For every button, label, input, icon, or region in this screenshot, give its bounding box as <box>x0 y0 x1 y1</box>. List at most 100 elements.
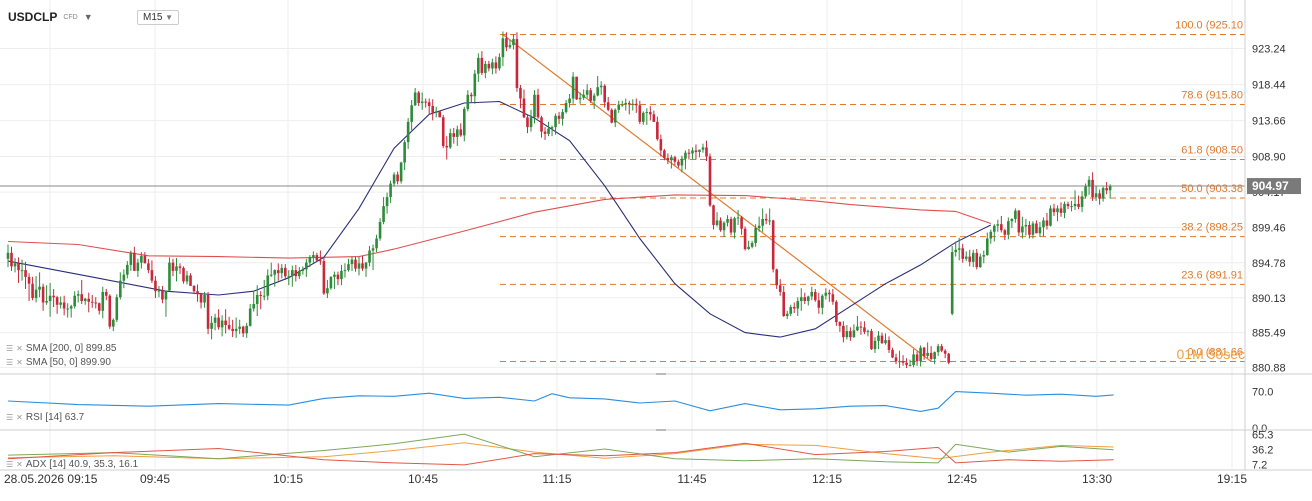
candle-body <box>743 228 747 250</box>
candle-body <box>957 248 961 250</box>
candle-body <box>266 275 270 296</box>
candle-body <box>371 248 375 251</box>
candle-body <box>498 57 501 69</box>
candle-body <box>568 98 571 104</box>
candle-body <box>859 326 863 328</box>
candle-body <box>357 263 361 269</box>
candle-body <box>322 261 326 294</box>
candle-body <box>220 320 224 328</box>
candle-body <box>894 357 898 362</box>
candle-body <box>919 347 922 362</box>
candle-body <box>87 298 91 302</box>
timeframe-selector[interactable]: M15 ▼ <box>137 10 179 25</box>
candle-body <box>343 270 347 272</box>
candle-body <box>213 317 217 323</box>
candle-body <box>698 149 701 152</box>
candle-body <box>199 294 203 303</box>
candle-body <box>41 286 45 303</box>
close-icon[interactable]: ✕ <box>16 358 23 367</box>
candle-body <box>206 294 210 329</box>
candle-body <box>234 328 238 332</box>
settings-icon[interactable]: ☰ <box>6 413 14 422</box>
candlesticks <box>6 31 1112 368</box>
settings-icon[interactable]: ☰ <box>6 344 14 353</box>
candle-body <box>670 157 673 161</box>
candle-body <box>326 288 329 294</box>
candle-body <box>968 256 972 262</box>
candle-body <box>936 346 940 353</box>
candle-body <box>52 295 55 298</box>
chevron-down-icon: ▼ <box>83 12 93 22</box>
candle-body <box>452 133 456 137</box>
settings-icon[interactable]: ☰ <box>6 460 14 469</box>
candle-body <box>873 340 877 350</box>
candle-body <box>940 346 943 351</box>
candle-body <box>168 262 171 291</box>
candle-body <box>382 206 385 222</box>
symbol-selector[interactable]: USDCLP CFD ▼ <box>8 10 93 24</box>
candle-body <box>835 301 838 323</box>
candle-body <box>575 76 578 100</box>
candle-body <box>463 109 466 136</box>
close-icon[interactable]: ✕ <box>16 460 23 469</box>
candle-body <box>687 152 691 154</box>
candle-body <box>333 274 336 277</box>
candle-body <box>540 117 543 132</box>
candle-body <box>821 295 824 308</box>
candle-body <box>912 354 915 365</box>
rsi-legend[interactable]: ☰ ✕ RSI [14] 63.7 <box>6 412 84 423</box>
candle-body <box>319 260 322 262</box>
last-price-value: 904.97 <box>1252 179 1289 193</box>
candle-body <box>175 266 178 271</box>
candle-body <box>824 292 828 296</box>
candle-body <box>13 263 17 267</box>
candle-body <box>684 152 687 159</box>
adx-legend[interactable]: ☰ ✕ ADX [14] 40.9, 35.3, 16.1 <box>6 459 138 470</box>
sma50-legend[interactable]: ☰ ✕ SMA [50, 0] 899.90 <box>6 357 111 368</box>
candle-body <box>62 302 66 309</box>
candle-body <box>164 290 168 300</box>
candle-body <box>810 291 814 297</box>
candle-body <box>543 131 547 134</box>
sma200-legend[interactable]: ☰ ✕ SMA [200, 0] 899.85 <box>6 343 117 354</box>
candle-body <box>680 158 684 166</box>
fibonacci-label: 0.0 (881.66 <box>1187 347 1243 359</box>
close-icon[interactable]: ✕ <box>16 413 23 422</box>
candle-body <box>757 225 761 228</box>
candle-body <box>238 326 241 329</box>
candle-body <box>389 183 392 198</box>
candle-body <box>877 335 880 341</box>
candle-body <box>424 101 427 103</box>
close-icon[interactable]: ✕ <box>16 344 23 353</box>
candle-body <box>740 217 743 229</box>
x-tick-label: 12:15 <box>812 472 842 486</box>
candle-body <box>845 331 849 338</box>
candle-body <box>136 262 140 271</box>
candle-body <box>48 295 52 301</box>
candle-body <box>663 150 666 158</box>
candle-body <box>1017 210 1021 233</box>
candle-body <box>715 220 719 225</box>
candle-body <box>585 90 589 95</box>
candle-body <box>596 87 599 96</box>
candle-body <box>817 300 821 308</box>
candle-body <box>55 297 59 305</box>
candle-body <box>550 127 554 129</box>
candle-body <box>515 39 519 88</box>
candle-body <box>255 294 259 304</box>
candle-body <box>726 218 729 223</box>
candle-body <box>849 331 852 338</box>
candle-body <box>1014 210 1017 219</box>
settings-icon[interactable]: ☰ <box>6 358 14 367</box>
symbol-name: USDCLP <box>8 10 58 24</box>
candle-body <box>778 285 782 292</box>
candle-body <box>989 231 993 239</box>
rsi-tick-label: 70.0 <box>1252 387 1273 399</box>
candle-body <box>108 295 112 327</box>
candle-body <box>24 270 27 277</box>
axes: 923.24918.44913.66908.90904.17899.46894.… <box>0 0 1312 486</box>
fibonacci-label: 61.8 (908.50 <box>1181 144 1243 156</box>
candle-body <box>533 94 536 118</box>
candle-body <box>34 289 38 298</box>
